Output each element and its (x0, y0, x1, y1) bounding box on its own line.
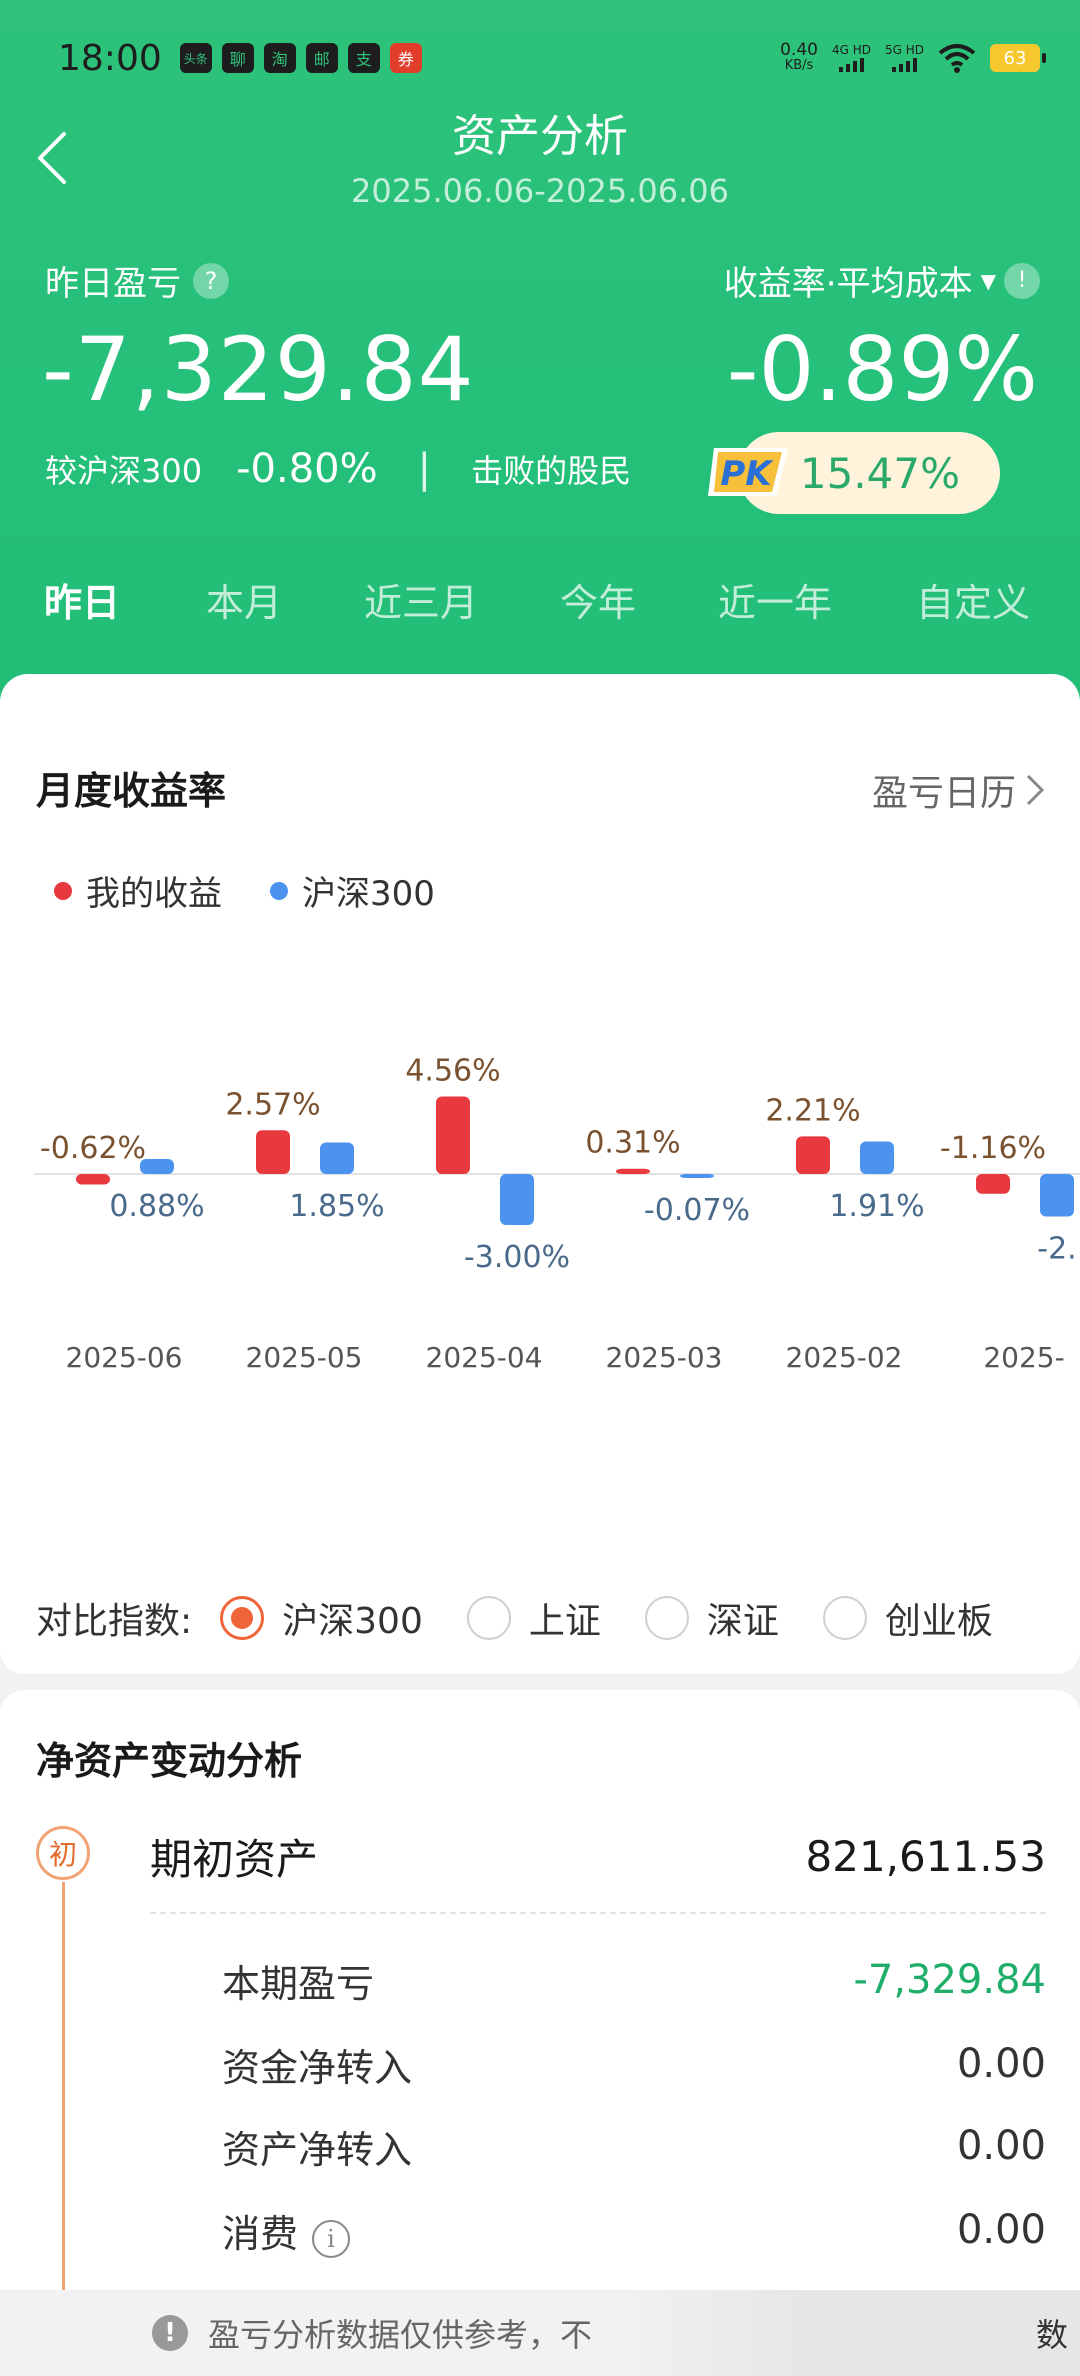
legend-index: 沪深300 (270, 866, 435, 915)
beat-label: 击败的股民 (471, 452, 632, 490)
legend-mine: 我的收益 (54, 866, 222, 915)
pnl-value: -7,329.84 (42, 318, 475, 421)
x-axis-label: 2025-04 (426, 1341, 543, 1374)
bar-label-index: -2. (1037, 1232, 1076, 1267)
net-asset-card: 净资产变动分析 初 期初资产 821,611.53 本期盈亏 -7,329.84… (0, 1690, 1080, 2376)
bar-mine[interactable] (976, 1174, 1010, 1194)
compare-value: -0.80% (236, 446, 378, 492)
page-title: 资产分析 (452, 111, 628, 162)
bar-index[interactable] (320, 1142, 354, 1174)
period-tabs: 昨日 本月 近三月 今年 近一年 自定义 (0, 572, 1080, 632)
status-bar: 18:00 头条 聊 淘 邮 支 券 0.40 KB/s 4G HD 5G HD (58, 30, 1046, 86)
chart-legend: 我的收益 沪深300 (54, 866, 435, 915)
alipay-icon: 支 (347, 43, 380, 73)
radio-shenzhen[interactable]: 深证 (644, 1592, 779, 1644)
consumption-row: 消费 i 0.00 (222, 2207, 1046, 2258)
bar-label-mine: 2.57% (225, 1087, 320, 1122)
compare-row: 较沪深300 -0.80% | 击败的股民 (45, 446, 632, 492)
bar-mine[interactable] (256, 1130, 290, 1174)
monthly-title: 月度收益率 (36, 769, 227, 813)
info-icon[interactable]: i (312, 2219, 351, 2258)
caret-down-icon: ▼ (980, 268, 996, 293)
bar-index[interactable] (500, 1174, 534, 1225)
toutiao-icon: 头条 (179, 43, 212, 73)
bar-label-mine: -1.16% (940, 1131, 1046, 1166)
tab-this-year[interactable]: 今年 (560, 581, 637, 625)
opening-asset-value: 821,611.53 (805, 1831, 1046, 1881)
beat-value: 15.47% (738, 432, 1000, 514)
timeline-line (62, 1882, 65, 2376)
bar-index[interactable] (1040, 1174, 1074, 1217)
header: 18:00 头条 聊 淘 邮 支 券 0.40 KB/s 4G HD 5G HD (0, 0, 1080, 700)
bar-label-index: -0.07% (644, 1193, 750, 1228)
x-axis-label: 2025- (983, 1341, 1064, 1374)
fund-transfer-row: 资金净转入 0.00 (222, 2041, 1046, 2090)
tab-three-months[interactable]: 近三月 (364, 581, 479, 625)
chevron-right-icon (1026, 774, 1045, 806)
date-range: 2025.06.06-2025.06.06 (351, 172, 729, 210)
pnl-calendar-link[interactable]: 盈亏日历 (872, 764, 1046, 816)
radio-hs300[interactable]: 沪深300 (220, 1592, 423, 1644)
bar-label-mine: -0.62% (40, 1131, 146, 1166)
monthly-return-card: 月度收益率 盈亏日历 我的收益 沪深300 -0.62% 0.88% 2025-06… (0, 674, 1080, 1674)
info-icon[interactable]: ! (1004, 262, 1040, 299)
index-selector: 对比指数: 沪深300 上证 深证 创业板 (36, 1592, 993, 1644)
bar-index[interactable] (860, 1141, 894, 1174)
opening-asset-row: 期初资产 821,611.53 (150, 1831, 1046, 1884)
x-axis-label: 2025-02 (786, 1341, 903, 1374)
taobao-icon: 淘 (263, 43, 296, 73)
bar-label-mine: 4.56% (405, 1053, 500, 1088)
coupon-icon: 券 (389, 43, 422, 73)
monthly-bar-chart[interactable]: -0.62% 0.88% 2025-06 2.57% 1.85% 2025-05 4.56%… (0, 1004, 1080, 1384)
x-axis-label: 2025-05 (246, 1341, 363, 1374)
notification-icons: 头条 聊 淘 邮 支 券 (179, 43, 422, 73)
asset-transfer-row: 资产净转入 0.00 (222, 2123, 1046, 2172)
x-axis-label: 2025-03 (606, 1341, 723, 1374)
bar-mine[interactable] (76, 1174, 110, 1185)
bar-mine[interactable] (436, 1096, 470, 1174)
chat-icon: 聊 (221, 43, 254, 73)
initial-badge: 初 (36, 1826, 90, 1880)
divider: | (417, 446, 432, 492)
divider (150, 1912, 1046, 1914)
network-speed: 0.40 KB/s (780, 40, 818, 74)
help-icon[interactable]: ? (193, 262, 229, 299)
bar-label-mine: 2.21% (765, 1093, 860, 1128)
status-time: 18:00 (58, 37, 162, 79)
pk-icon: PK (708, 448, 788, 496)
bar-index[interactable] (140, 1159, 174, 1174)
red-dot-icon (54, 881, 72, 900)
sim2-signal-icon: 5G HD (885, 44, 924, 72)
mail-icon: 邮 (305, 43, 338, 73)
sim1-signal-icon: 4G HD (832, 44, 871, 72)
bar-index[interactable] (680, 1174, 714, 1178)
net-asset-title: 净资产变动分析 (36, 1739, 303, 1783)
bar-label-index: 0.88% (109, 1189, 204, 1224)
bar-label-index: 1.85% (289, 1189, 384, 1224)
tab-yesterday[interactable]: 昨日 (44, 581, 121, 625)
tab-this-month[interactable]: 本月 (206, 581, 283, 625)
disclaimer-bar: ! 盈亏分析数据仅供参考，不 数 (0, 2290, 1080, 2376)
svg-text:PK: PK (720, 454, 774, 494)
pk-button[interactable]: 15.47% PK (708, 430, 1000, 514)
back-arrow-icon[interactable] (30, 128, 74, 188)
bar-label-index: -3.00% (464, 1240, 570, 1275)
radio-chinext[interactable]: 创业板 (822, 1592, 993, 1644)
period-pnl-row: 本期盈亏 -7,329.84 (222, 1957, 1046, 2006)
bar-mine[interactable] (796, 1136, 830, 1174)
warning-icon: ! (152, 2315, 188, 2351)
wifi-icon (938, 44, 976, 73)
tab-custom[interactable]: 自定义 (916, 581, 1031, 625)
yesterday-pnl-label: 昨日盈亏 ? (45, 256, 229, 305)
bar-label-index: 1.91% (829, 1189, 924, 1224)
return-rate-selector[interactable]: 收益率·平均成本 ▼ ! (724, 256, 1040, 305)
bar-mine[interactable] (616, 1168, 650, 1174)
blue-dot-icon (270, 881, 288, 900)
tab-one-year[interactable]: 近一年 (718, 581, 833, 625)
x-axis-label: 2025-06 (66, 1341, 183, 1374)
return-rate-value: -0.89% (726, 318, 1038, 421)
bar-label-mine: 0.31% (585, 1126, 680, 1161)
radio-shanghai[interactable]: 上证 (466, 1592, 601, 1644)
battery-icon: 63 (990, 44, 1046, 72)
